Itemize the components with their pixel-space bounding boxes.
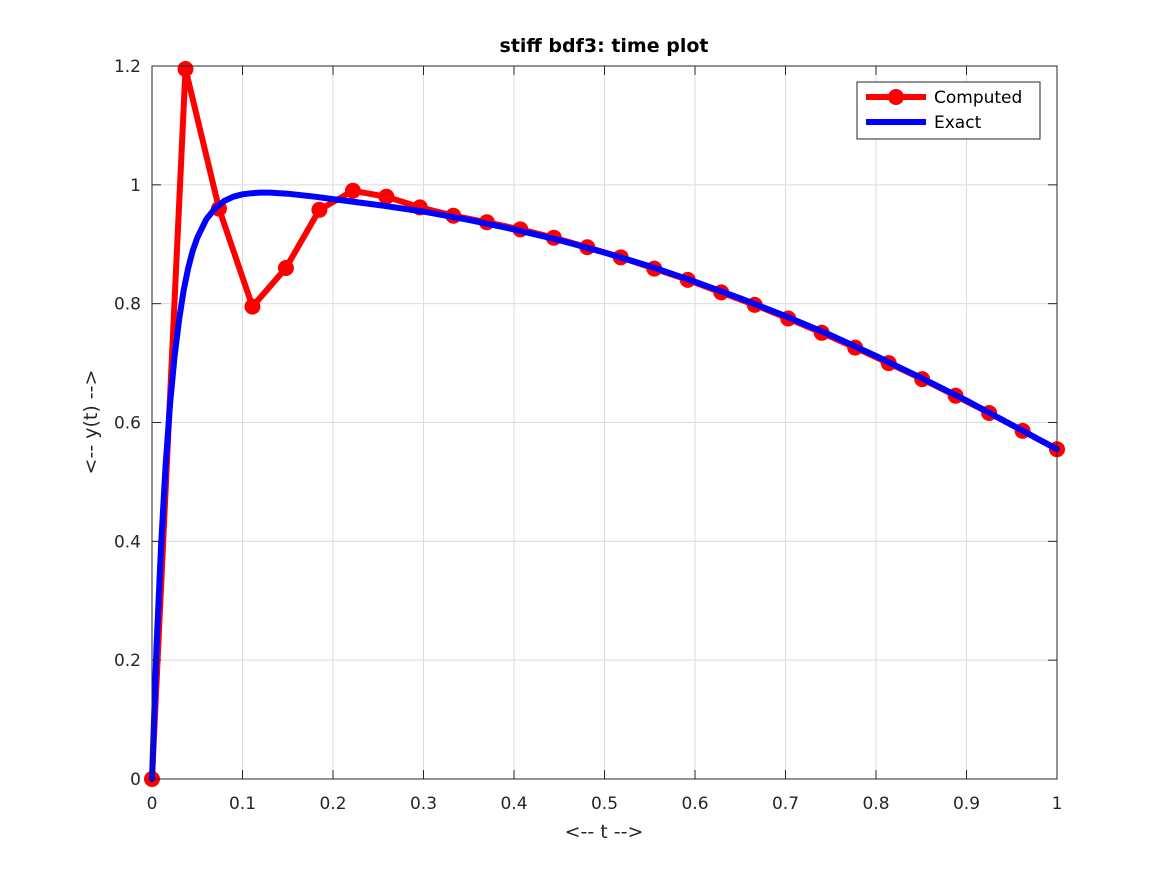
y-tick-label: 0.8 (114, 295, 141, 315)
data-point-computed (177, 60, 194, 77)
x-tick-label: 0.6 (681, 794, 708, 814)
y-tick-label: 0.4 (114, 532, 141, 552)
x-tick-label: 1 (1052, 794, 1063, 814)
x-axis-label: <-- t --> (565, 821, 644, 843)
data-point-computed (244, 298, 261, 315)
y-tick-label: 0.2 (114, 651, 141, 671)
legend: Computed Exact (856, 81, 1041, 140)
x-tick-label: 0.7 (772, 794, 799, 814)
x-tick-label: 0.1 (229, 794, 256, 814)
x-tick-label: 0.4 (500, 794, 527, 814)
x-tick-label: 0.8 (862, 794, 889, 814)
y-tick-labels: 0 0.2 0.4 0.6 0.8 1 1.2 (114, 57, 141, 790)
data-point-computed (378, 188, 395, 205)
data-point-computed (311, 201, 328, 218)
data-point-computed (344, 182, 361, 199)
y-tick-label: 0.6 (114, 414, 141, 434)
series-layer (144, 60, 1065, 787)
x-tick-label: 0.3 (410, 794, 437, 814)
x-tick-label: 0 (147, 794, 158, 814)
legend-box (856, 81, 1041, 140)
y-tick-label: 0 (130, 770, 141, 790)
chart-title: stiff bdf3: time plot (500, 35, 709, 57)
grid-lines (152, 66, 1057, 779)
legend-label-exact: Exact (934, 113, 982, 133)
y-tick-label: 1 (130, 176, 141, 196)
x-tick-label: 0.5 (591, 794, 618, 814)
x-tick-label: 0.9 (953, 794, 980, 814)
y-tick-label: 1.2 (114, 57, 141, 77)
y-axis-label: <-- y(t) --> (80, 370, 102, 475)
legend-marker-computed (888, 89, 904, 105)
data-point-computed (277, 260, 294, 277)
legend-label-computed: Computed (934, 88, 1022, 108)
series-line-exact (149, 189, 1060, 782)
x-tick-label: 0.2 (319, 794, 346, 814)
x-tick-labels: 0 0.1 0.2 0.3 0.4 0.5 0.6 0.7 0.8 0.9 1 (147, 794, 1063, 814)
tick-marks (151, 65, 1058, 780)
